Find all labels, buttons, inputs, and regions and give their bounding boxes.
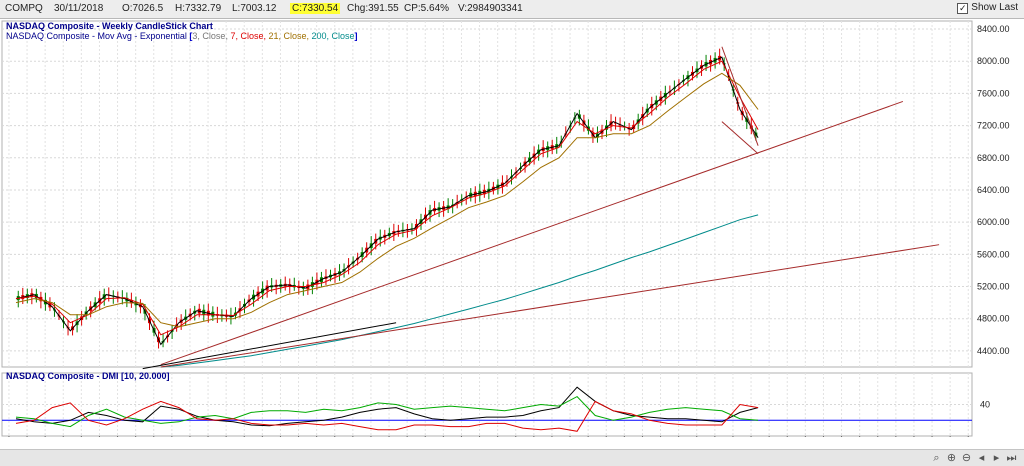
show-last-checkbox[interactable]: ✓ Show Last — [957, 2, 1018, 14]
price-tick-label: 6800.00 — [977, 153, 1010, 163]
price-tick-label: 6000.00 — [977, 217, 1010, 227]
horizontal-scrollbar[interactable]: ⌕ ⊕ ⊖ ◂ ▸ ⏭ — [0, 449, 1024, 466]
trendline — [721, 121, 759, 155]
trendline — [721, 46, 759, 146]
price-tick-label: 7200.00 — [977, 121, 1010, 131]
ma-legend-200: 200, Close — [311, 31, 355, 41]
chevron-double-right-icon[interactable]: ⏭ — [1006, 452, 1017, 464]
date-label: 30/11/2018 — [54, 3, 104, 14]
ma-legend-prefix: NASDAQ Composite - Mov Avg - Exponential — [6, 31, 187, 41]
zoom-in-icon[interactable]: ⊕ — [946, 452, 957, 464]
dmi-line-DI+ — [15, 395, 759, 428]
price-tick-label: 8400.00 — [977, 24, 1010, 34]
ma-legend-3: 3, Close, — [192, 31, 231, 41]
checkbox-check-icon[interactable]: ✓ — [957, 3, 969, 14]
close-value: C:7330.54 — [290, 3, 341, 14]
ma-line-21 — [15, 72, 759, 328]
trendline — [160, 100, 904, 366]
dmi-title: NASDAQ Composite - DMI [10, 20.000] — [6, 371, 170, 381]
chart-title: NASDAQ Composite - Weekly CandleStick Ch… — [6, 21, 213, 31]
price-tick-label: 6400.00 — [977, 185, 1010, 195]
price-tick-label: 4800.00 — [977, 314, 1010, 324]
price-tick-label: 5600.00 — [977, 249, 1010, 259]
symbol-label: COMPQ — [5, 3, 43, 14]
zoom-out-icon[interactable]: ⊖ — [961, 452, 972, 464]
volume-value: V:2984903341 — [458, 3, 523, 14]
change-pct-value: CP:5.64% — [404, 3, 450, 14]
moving-average-legend: NASDAQ Composite - Mov Avg - Exponential… — [6, 31, 358, 41]
low-value: L:7003.12 — [232, 3, 277, 14]
dmi-line-DI- — [15, 400, 759, 432]
high-value: H:7332.79 — [175, 3, 222, 14]
quote-bar: COMPQ 30/11/2018 O:7026.5 H:7332.79 L:70… — [0, 0, 1024, 19]
price-chart[interactable]: 8400.00 8000.00 7600.00 7200.00 6800.00 6400.… — [0, 19, 1024, 437]
dmi-line-ADX — [15, 386, 759, 427]
dmi-tick-label: 40 — [980, 400, 990, 410]
trendline — [160, 244, 940, 368]
show-last-label: Show Last — [971, 2, 1018, 13]
trendline — [142, 322, 397, 370]
open-value: O:7026.5 — [122, 3, 164, 14]
price-tick-label: 4400.00 — [977, 346, 1010, 356]
price-tick-label: 7600.00 — [977, 88, 1010, 98]
chevron-right-icon[interactable]: ▸ — [993, 452, 1000, 464]
ma-legend-7: 7, Close, — [230, 31, 269, 41]
ma-legend-close: ] — [354, 31, 358, 41]
chart-navigation: ⌕ ⊕ ⊖ ◂ ▸ ⏭ — [928, 451, 1018, 465]
price-panel — [1, 20, 973, 368]
ma-legend-21: 21, Close, — [268, 31, 312, 41]
price-tick-label: 8000.00 — [977, 56, 1010, 66]
search-icon[interactable]: ⌕ — [933, 452, 940, 464]
ma-line-200 — [160, 214, 759, 368]
ma-legend-open: [ — [186, 31, 193, 41]
price-tick-label: 5200.00 — [977, 282, 1010, 292]
chevron-left-icon[interactable]: ◂ — [978, 452, 985, 464]
change-value: Chg:391.55 — [347, 3, 399, 14]
